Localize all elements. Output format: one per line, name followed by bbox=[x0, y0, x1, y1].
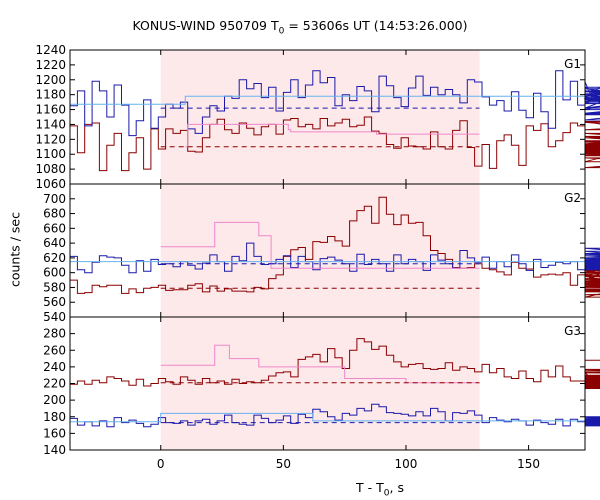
series-dark_red-g3 bbox=[70, 338, 600, 389]
y-tick-label-g1: 1200 bbox=[35, 73, 66, 87]
y-tick-label-g1: 1060 bbox=[35, 177, 66, 191]
xlabel-subscript: 0 bbox=[383, 488, 390, 499]
fit-level-pink-g2 bbox=[160, 221, 480, 269]
y-tick-label-g3: 220 bbox=[43, 377, 66, 391]
y-tick-label-g1: 1180 bbox=[35, 88, 66, 102]
panel-label-g2: G2 bbox=[564, 191, 581, 205]
y-tick-label-g1: 1160 bbox=[35, 103, 66, 117]
y-tick-label-g3: 240 bbox=[43, 360, 66, 374]
y-tick-label-g2: 700 bbox=[43, 192, 66, 206]
y-tick-label-g2: 640 bbox=[43, 236, 66, 250]
panel-label-g3: G3 bbox=[564, 324, 581, 338]
y-tick-label-g3: 260 bbox=[43, 343, 66, 357]
y-tick-label-g3: 160 bbox=[43, 426, 66, 440]
fit-level-light_blue-g3 bbox=[70, 412, 585, 423]
title-subscript: 0 bbox=[278, 26, 285, 37]
x-tick-label: 50 bbox=[276, 457, 291, 471]
y-tick-label-g1: 1140 bbox=[35, 117, 66, 131]
y-tick-label-g1: 1240 bbox=[35, 43, 66, 57]
y-tick-label-g2: 680 bbox=[43, 207, 66, 221]
highlight-interval-g3 bbox=[160, 317, 480, 450]
chart-title: KONUS-WIND 950709 T0 = 53606s UT (14:53:… bbox=[0, 18, 600, 37]
y-tick-label-g1: 1120 bbox=[35, 132, 66, 146]
y-tick-label-g2: 540 bbox=[43, 310, 66, 324]
y-tick-label-g1: 1100 bbox=[35, 147, 66, 161]
fit-level-pink-g1 bbox=[185, 123, 480, 148]
y-tick-label-g2: 580 bbox=[43, 280, 66, 294]
y-tick-label-g3: 280 bbox=[43, 327, 66, 341]
y-tick-label-g1: 1220 bbox=[35, 58, 66, 72]
x-tick-label: 100 bbox=[395, 457, 418, 471]
series-dark_red-g2 bbox=[70, 196, 600, 298]
xlabel-rest: , s bbox=[389, 480, 404, 495]
y-tick-label-g2: 600 bbox=[43, 266, 66, 280]
fit-level-light_blue-g1 bbox=[70, 95, 585, 105]
y-tick-label-g3: 140 bbox=[43, 443, 66, 457]
title-rest: = 53606s UT (14:53:26.000) bbox=[284, 18, 468, 33]
highlight-interval-g2 bbox=[160, 184, 480, 317]
y-tick-label-g2: 620 bbox=[43, 251, 66, 265]
series-blue-g1 bbox=[70, 70, 600, 137]
y-tick-label-g1: 1080 bbox=[35, 162, 66, 176]
title-main: KONUS-WIND 950709 T bbox=[132, 18, 279, 33]
x-tick-label: 0 bbox=[157, 457, 165, 471]
series-dark_red-g1 bbox=[70, 116, 600, 172]
fit-level-pink-g3 bbox=[160, 344, 480, 384]
panel-label-g1: G1 bbox=[564, 57, 581, 71]
x-tick-label: 150 bbox=[517, 457, 540, 471]
xlabel-main: T - T bbox=[356, 480, 384, 495]
y-tick-label-g3: 200 bbox=[43, 393, 66, 407]
y-tick-label-g3: 180 bbox=[43, 410, 66, 424]
y-tick-label-g2: 660 bbox=[43, 221, 66, 235]
x-axis-label: T - T0, s bbox=[175, 480, 585, 499]
y-tick-label-g2: 560 bbox=[43, 295, 66, 309]
